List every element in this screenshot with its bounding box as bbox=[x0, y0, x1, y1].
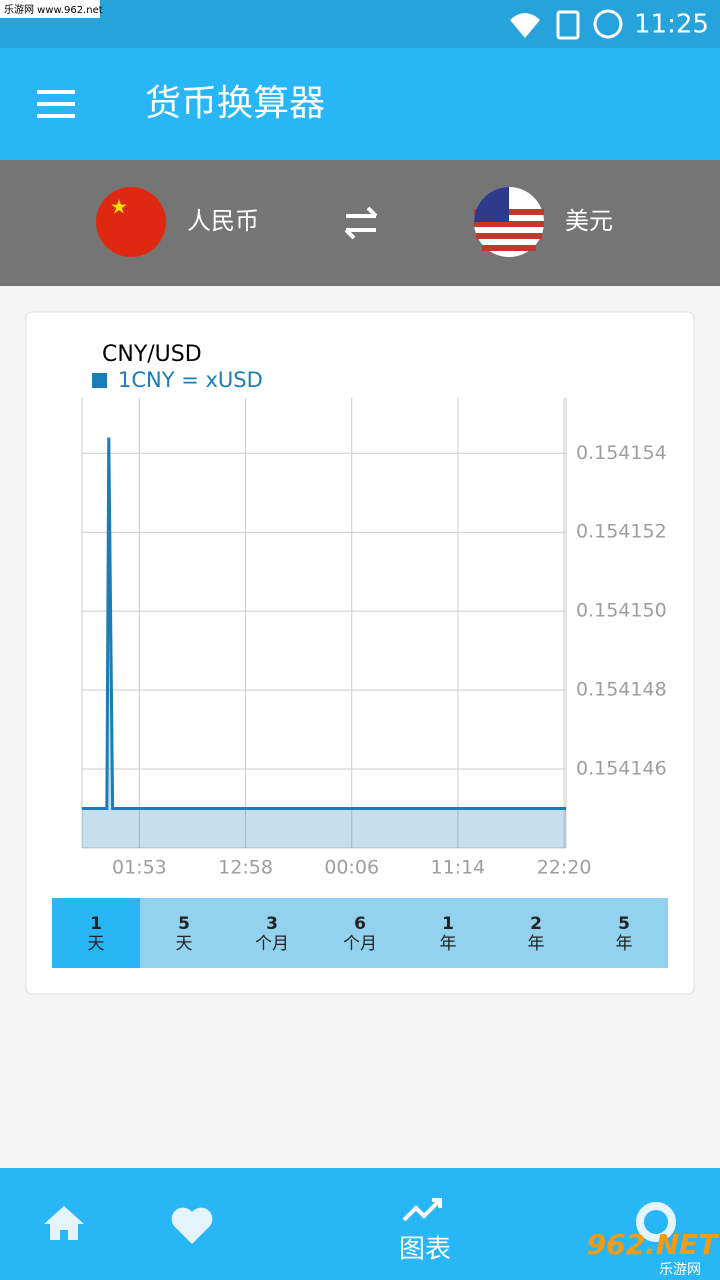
y-tick-label: 0.154150 bbox=[576, 600, 667, 622]
period-number: 1 bbox=[90, 914, 102, 934]
svg-text:★: ★ bbox=[110, 195, 128, 219]
period-number: 6 bbox=[354, 914, 366, 934]
legend-label: 1CNY = xUSD bbox=[118, 368, 263, 392]
chart-card bbox=[25, 311, 695, 995]
watermark: 乐游网 www.962.net bbox=[4, 3, 103, 16]
period-button-bg bbox=[316, 898, 404, 968]
period-button-bg bbox=[580, 898, 668, 968]
y-tick-label: 0.154146 bbox=[576, 758, 667, 780]
period-button-bg bbox=[140, 898, 228, 968]
x-tick-label: 22:20 bbox=[537, 857, 592, 879]
period-unit: 天 bbox=[176, 934, 193, 954]
to-currency[interactable]: 美元 bbox=[474, 187, 613, 257]
period-unit: 个月 bbox=[255, 934, 289, 954]
period-button-bg bbox=[492, 898, 580, 968]
favorites-tab[interactable] bbox=[171, 1207, 213, 1244]
app-title: 货币换算器 bbox=[145, 83, 325, 124]
line bbox=[82, 437, 566, 811]
period-unit: 年 bbox=[616, 934, 633, 954]
period-button-bg bbox=[228, 898, 316, 968]
battery-icon bbox=[593, 9, 623, 39]
chart-tab-label: 图表 bbox=[399, 1235, 451, 1265]
period-button[interactable]: 3个月 bbox=[228, 898, 316, 968]
from-currency-label: 人民币 bbox=[187, 207, 259, 235]
status-time: 11:25 bbox=[634, 10, 709, 40]
y-tick-label: 0.154152 bbox=[576, 521, 667, 543]
bottom-nav bbox=[0, 1168, 720, 1280]
status-bar bbox=[0, 0, 720, 48]
y-tick-label: 0.154154 bbox=[576, 442, 667, 464]
period-number: 3 bbox=[266, 914, 278, 934]
period-unit: 天 bbox=[88, 934, 105, 954]
period-unit: 年 bbox=[528, 934, 545, 954]
x-tick-label: 11:14 bbox=[431, 857, 486, 879]
watermark-logo: 962.NET bbox=[587, 1228, 720, 1261]
y-tick-label: 0.154148 bbox=[576, 679, 667, 701]
menu-button[interactable] bbox=[37, 90, 75, 118]
period-button[interactable]: 5天 bbox=[140, 898, 228, 968]
period-button[interactable]: 6个月 bbox=[316, 898, 404, 968]
period-button[interactable]: 5年 bbox=[580, 898, 668, 968]
settings-tab[interactable] bbox=[636, 1202, 676, 1242]
swap-button[interactable] bbox=[344, 206, 378, 240]
legend-swatch bbox=[92, 373, 107, 388]
period-number: 1 bbox=[442, 914, 454, 934]
watermark-text: 乐游网 bbox=[659, 1262, 701, 1278]
period-button[interactable]: 2年 bbox=[492, 898, 580, 968]
period-button[interactable]: 1天 bbox=[52, 898, 140, 968]
period-number: 5 bbox=[618, 914, 630, 934]
app-bar bbox=[0, 48, 720, 160]
to-currency-label: 美元 bbox=[565, 207, 613, 235]
x-tick-label: 01:53 bbox=[112, 857, 167, 879]
period-unit: 个月 bbox=[343, 934, 377, 954]
x-tick-label: 12:58 bbox=[218, 857, 273, 879]
chart: 0.154146 0.154148 0.154150 0.154152 0.154154… bbox=[81, 368, 667, 879]
period-button-bg bbox=[52, 898, 140, 968]
x-tick-label: 00:06 bbox=[324, 857, 379, 879]
period-button[interactable]: 1年 bbox=[404, 898, 492, 968]
chart-title: CNY/USD bbox=[102, 342, 202, 367]
period-number: 2 bbox=[530, 914, 542, 934]
period-unit: 年 bbox=[440, 934, 457, 954]
period-button-bg bbox=[404, 898, 492, 968]
chart-tab[interactable]: 图表 bbox=[399, 1198, 451, 1265]
from-currency[interactable]: ★ 人民币 bbox=[96, 187, 259, 257]
period-number: 5 bbox=[178, 914, 190, 934]
sim-icon bbox=[556, 10, 580, 40]
home-tab[interactable] bbox=[44, 1206, 84, 1240]
wifi-icon bbox=[510, 13, 540, 38]
watermark-box bbox=[0, 0, 100, 18]
